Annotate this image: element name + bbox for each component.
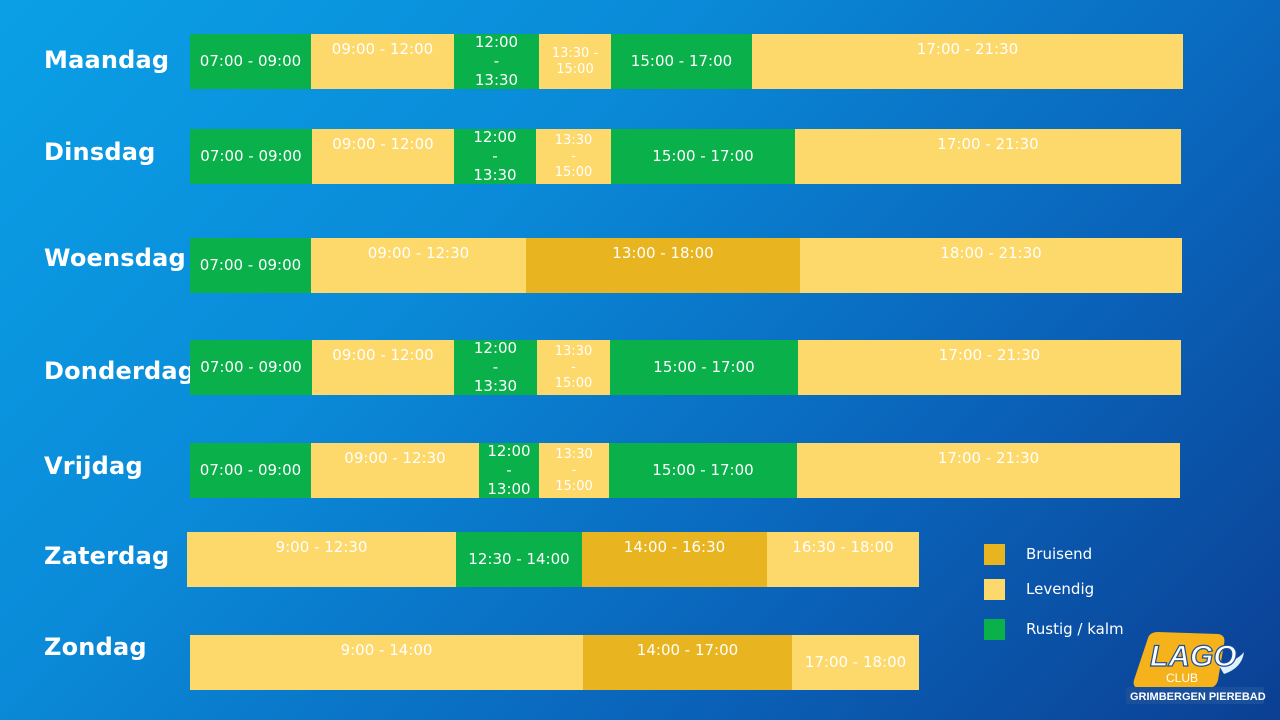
time-slot: 07:00 - 09:00 [190, 34, 311, 89]
legend-swatch [984, 618, 1005, 640]
time-slot: 16:30 - 18:00 [767, 532, 919, 587]
time-slot: 12:00 - 13:30 [454, 128, 536, 184]
time-slot: 18:00 - 21:30 [800, 238, 1182, 293]
legend-item-levendig: Levendig [984, 578, 1094, 600]
time-slot: 15:00 - 17:00 [609, 443, 797, 498]
time-slot: 9:00 - 14:00 [190, 635, 583, 690]
day-label-vrijdag: Vrijdag [44, 452, 143, 480]
time-slot: 12:00 - 13:30 [454, 339, 537, 395]
time-slot: 9:00 - 12:30 [187, 532, 456, 587]
legend-swatch [984, 578, 1005, 600]
legend-item-bruisend: Bruisend [984, 543, 1092, 565]
time-slot: 15:00 - 17:00 [611, 129, 795, 184]
schedule-row-zondag: 9:00 - 14:00 14:00 - 17:00 17:00 - 18:00 [190, 635, 919, 690]
time-slot: 14:00 - 16:30 [582, 532, 767, 587]
legend-label: Bruisend [1026, 545, 1093, 563]
schedule-row-vrijdag: 07:00 - 09:00 09:00 - 12:30 12:00 - 13:00 1… [190, 442, 1180, 498]
legend-swatch [984, 543, 1005, 565]
time-slot: 14:00 - 17:00 [583, 635, 792, 690]
day-label-dinsdag: Dinsdag [44, 138, 156, 166]
time-slot: 09:00 - 12:30 [311, 238, 526, 293]
time-slot: 15:00 - 17:00 [610, 340, 798, 395]
svg-text:LAGO: LAGO [1150, 640, 1237, 673]
time-slot: 17:00 - 21:30 [798, 340, 1181, 395]
time-slot: 07:00 - 09:00 [190, 340, 312, 395]
time-slot: 13:30 - 15:00 [539, 34, 611, 89]
schedule-row-maandag: 07:00 - 09:00 09:00 - 12:00 12:00 - 13:30 1… [190, 33, 1183, 89]
day-label-woensdag: Woensdag [44, 244, 186, 272]
time-slot: 13:00 - 18:00 [526, 238, 800, 293]
time-slot: 13:30 - 15:00 [537, 340, 610, 395]
time-slot: 17:00 - 21:30 [797, 443, 1180, 498]
time-slot: 07:00 - 09:00 [190, 443, 311, 498]
svg-text:CLUB: CLUB [1166, 671, 1198, 685]
time-slot: 12:00 - 13:30 [454, 33, 539, 89]
legend-label: Levendig [1026, 580, 1095, 598]
schedule-row-donderdag: 07:00 - 09:00 09:00 - 12:00 12:00 - 13:30 1… [190, 339, 1181, 395]
time-slot: 07:00 - 09:00 [190, 129, 312, 184]
time-slot: 09:00 - 12:30 [311, 443, 479, 498]
day-label-zondag: Zondag [44, 633, 147, 661]
time-slot: 17:00 - 21:30 [752, 34, 1183, 89]
time-slot: 12:30 - 14:00 [456, 532, 582, 587]
time-slot: 15:00 - 17:00 [611, 34, 752, 89]
time-slot: 09:00 - 12:00 [311, 34, 454, 89]
day-label-zaterdag: Zaterdag [44, 542, 170, 570]
time-slot: 13:30 - 15:00 [536, 129, 611, 184]
time-slot: 07:00 - 09:00 [190, 238, 311, 293]
day-label-maandag: Maandag [44, 46, 170, 74]
legend-item-rustig: Rustig / kalm [984, 618, 1124, 640]
time-slot: 09:00 - 12:00 [312, 340, 454, 395]
day-label-donderdag: Donderdag [44, 357, 196, 385]
schedule-row-woensdag: 07:00 - 09:00 09:00 - 12:30 13:00 - 18:00 1… [190, 238, 1182, 293]
svg-text:GRIMBERGEN PIEREBAD: GRIMBERGEN PIEREBAD [1130, 691, 1266, 703]
legend-label: Rustig / kalm [1026, 620, 1124, 638]
time-slot: 12:00 - 13:00 [479, 442, 539, 498]
time-slot: 09:00 - 12:00 [312, 129, 454, 184]
schedule-row-dinsdag: 07:00 - 09:00 09:00 - 12:00 12:00 - 13:30 1… [190, 128, 1181, 184]
schedule-row-zaterdag: 9:00 - 12:30 12:30 - 14:00 14:00 - 16:30 16… [187, 532, 919, 587]
time-slot: 17:00 - 18:00 [792, 635, 919, 690]
time-slot: 13:30 - 15:00 [539, 443, 609, 498]
lago-logo: LAGO CLUB GRIMBERGEN PIEREBAD [1126, 628, 1266, 708]
time-slot: 17:00 - 21:30 [795, 129, 1181, 184]
